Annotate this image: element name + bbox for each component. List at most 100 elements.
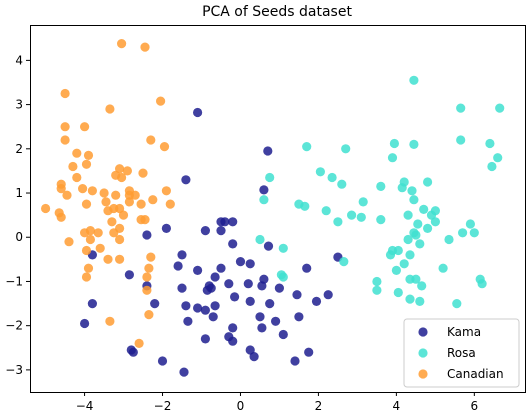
legend-marker-rosa xyxy=(418,348,428,358)
point-kama-36 xyxy=(181,301,191,311)
point-rosa-31 xyxy=(403,210,413,220)
point-canadian-3 xyxy=(156,96,166,106)
point-canadian-0 xyxy=(117,39,127,49)
point-kama-8 xyxy=(228,217,238,227)
point-canadian-38 xyxy=(165,199,175,209)
point-canadian-30 xyxy=(161,186,171,196)
point-rosa-7 xyxy=(341,144,351,154)
x-tick-label-1: −2 xyxy=(154,399,172,413)
point-rosa-46 xyxy=(255,234,265,245)
point-kama-42 xyxy=(265,299,275,309)
point-rosa-63 xyxy=(477,279,487,289)
y-tick-label-5: 2 xyxy=(15,142,23,156)
point-canadian-44 xyxy=(107,217,117,227)
point-rosa-9 xyxy=(387,153,398,163)
point-rosa-47 xyxy=(278,243,288,253)
point-kama-17 xyxy=(235,257,246,267)
point-rosa-64 xyxy=(372,285,382,295)
point-rosa-19 xyxy=(376,181,386,191)
point-rosa-45 xyxy=(415,239,425,249)
point-canadian-22 xyxy=(78,184,88,194)
point-rosa-1 xyxy=(456,103,466,113)
y-tick-label-3: 0 xyxy=(15,230,23,244)
point-rosa-51 xyxy=(339,257,349,267)
point-canadian-8 xyxy=(146,135,156,145)
point-rosa-23 xyxy=(300,201,310,211)
y-tick-label-0: −3 xyxy=(5,363,23,377)
point-rosa-24 xyxy=(358,197,368,207)
series-rosa xyxy=(255,75,505,309)
point-canadian-2 xyxy=(60,88,70,99)
point-canadian-15 xyxy=(122,166,132,176)
point-kama-61 xyxy=(304,347,314,357)
point-kama-3 xyxy=(181,175,191,185)
point-canadian-26 xyxy=(99,188,109,198)
point-canadian-54 xyxy=(115,234,125,245)
point-canadian-53 xyxy=(85,234,95,245)
y-tick-label-1: −2 xyxy=(5,319,23,333)
x-tick-label-3: 2 xyxy=(315,399,323,413)
point-kama-46 xyxy=(80,318,90,329)
point-rosa-21 xyxy=(259,195,269,205)
point-canadian-67 xyxy=(134,338,144,348)
point-canadian-46 xyxy=(140,215,150,225)
point-canadian-21 xyxy=(56,184,66,194)
point-canadian-23 xyxy=(87,186,97,196)
legend-marker-kama xyxy=(418,327,428,337)
point-canadian-52 xyxy=(64,237,74,247)
x-axis: −4 −2 0 2 4 6 xyxy=(76,392,478,413)
point-rosa-30 xyxy=(356,212,366,222)
point-canadian-33 xyxy=(124,197,134,207)
point-rosa-3 xyxy=(456,135,466,145)
point-kama-38 xyxy=(200,305,210,315)
point-kama-54 xyxy=(257,323,267,333)
point-canadian-58 xyxy=(115,254,125,264)
point-rosa-33 xyxy=(376,215,386,225)
x-tick-label-0: −4 xyxy=(76,399,94,413)
point-kama-7 xyxy=(216,217,226,227)
point-kama-43 xyxy=(292,290,302,300)
point-kama-48 xyxy=(208,312,218,322)
point-rosa-59 xyxy=(411,274,421,284)
point-rosa-35 xyxy=(413,219,423,229)
y-tick-label-2: −1 xyxy=(5,274,23,288)
point-canadian-66 xyxy=(105,316,115,326)
point-rosa-66 xyxy=(405,294,415,304)
point-kama-50 xyxy=(271,316,281,326)
point-rosa-10 xyxy=(493,153,503,163)
point-canadian-7 xyxy=(60,135,70,145)
point-kama-15 xyxy=(124,270,134,280)
legend-label-canadian: Canadian xyxy=(447,367,504,381)
point-kama-26 xyxy=(177,283,187,293)
point-kama-44 xyxy=(311,296,322,306)
point-kama-55 xyxy=(278,329,288,340)
point-canadian-12 xyxy=(68,161,78,172)
point-rosa-17 xyxy=(397,183,407,193)
point-rosa-57 xyxy=(278,272,288,282)
point-canadian-4 xyxy=(105,104,115,114)
point-rosa-29 xyxy=(347,210,357,220)
point-rosa-8 xyxy=(302,142,312,152)
point-rosa-53 xyxy=(405,250,415,260)
y-axis: −3 −2 −1 0 1 2 3 4 xyxy=(5,53,30,377)
point-canadian-13 xyxy=(81,159,92,169)
point-rosa-6 xyxy=(485,138,495,149)
point-kama-20 xyxy=(216,263,226,273)
legend-label-rosa: Rosa xyxy=(447,346,476,360)
point-kama-10 xyxy=(161,223,171,233)
point-rosa-38 xyxy=(465,219,475,229)
plot-frame xyxy=(30,25,526,393)
point-kama-59 xyxy=(128,347,138,357)
point-kama-13 xyxy=(177,250,187,260)
point-canadian-25 xyxy=(62,190,72,200)
plot-points xyxy=(41,39,505,377)
point-canadian-9 xyxy=(72,148,82,158)
legend-marker-canadian xyxy=(418,369,428,379)
point-rosa-49 xyxy=(393,245,403,256)
point-kama-63 xyxy=(290,356,300,366)
point-kama-2 xyxy=(259,185,269,195)
legend-box xyxy=(403,318,520,388)
point-kama-32 xyxy=(257,281,267,291)
point-kama-11 xyxy=(263,241,274,251)
